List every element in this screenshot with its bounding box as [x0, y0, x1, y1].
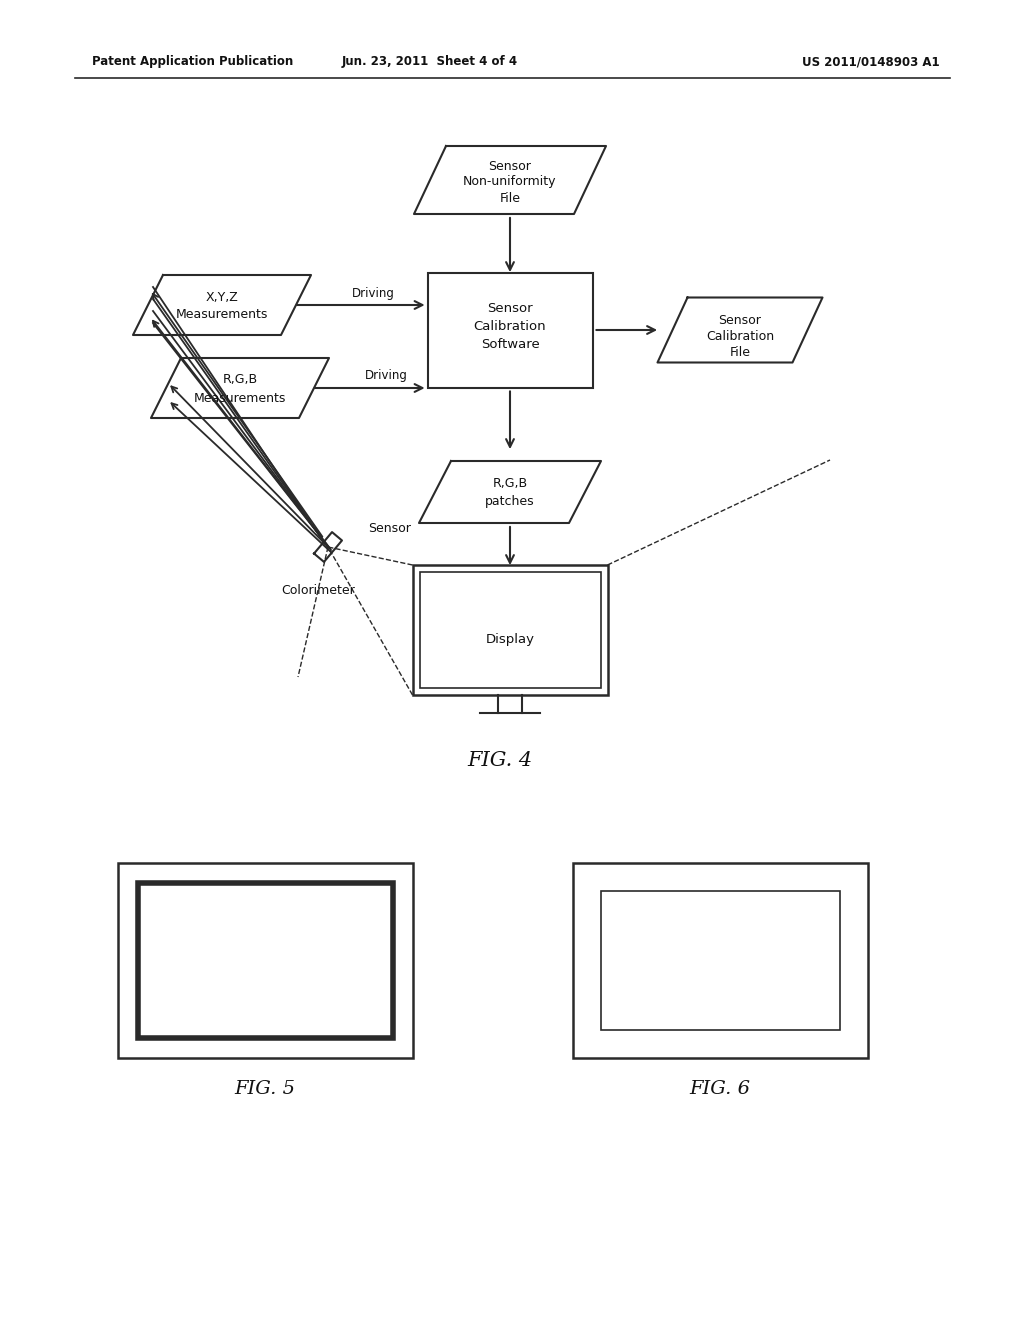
Text: File: File: [729, 346, 751, 359]
Text: Software: Software: [480, 338, 540, 351]
Text: Sensor: Sensor: [369, 523, 412, 536]
Bar: [420, 572, 600, 688]
Text: Colorimeter: Colorimeter: [282, 585, 355, 598]
Text: FIG. 5: FIG. 5: [234, 1081, 296, 1098]
Text: patches: patches: [485, 495, 535, 508]
Text: R,G,B: R,G,B: [222, 374, 258, 387]
Bar: [572, 862, 867, 1057]
Text: FIG. 4: FIG. 4: [467, 751, 532, 770]
Text: Patent Application Publication: Patent Application Publication: [92, 55, 293, 69]
Bar: [137, 883, 392, 1038]
Text: Jun. 23, 2011  Sheet 4 of 4: Jun. 23, 2011 Sheet 4 of 4: [342, 55, 518, 69]
Text: Non-uniformity: Non-uniformity: [463, 176, 557, 189]
Bar: [427, 272, 593, 388]
Text: Driving: Driving: [351, 286, 394, 300]
Text: Display: Display: [485, 634, 535, 647]
Text: File: File: [500, 191, 520, 205]
Text: FIG. 6: FIG. 6: [689, 1081, 751, 1098]
Text: Driving: Driving: [365, 370, 408, 383]
Text: R,G,B: R,G,B: [493, 478, 527, 491]
Text: US 2011/0148903 A1: US 2011/0148903 A1: [803, 55, 940, 69]
Text: Calibration: Calibration: [706, 330, 774, 342]
Text: Calibration: Calibration: [474, 319, 547, 333]
Text: Sensor: Sensor: [719, 314, 762, 326]
Text: Measurements: Measurements: [194, 392, 286, 404]
Bar: [600, 891, 840, 1030]
Text: X,Y,Z: X,Y,Z: [206, 290, 239, 304]
Bar: [413, 565, 607, 696]
Bar: [118, 862, 413, 1057]
Text: Sensor: Sensor: [487, 301, 532, 314]
Text: Measurements: Measurements: [176, 309, 268, 322]
Text: Sensor: Sensor: [488, 160, 531, 173]
